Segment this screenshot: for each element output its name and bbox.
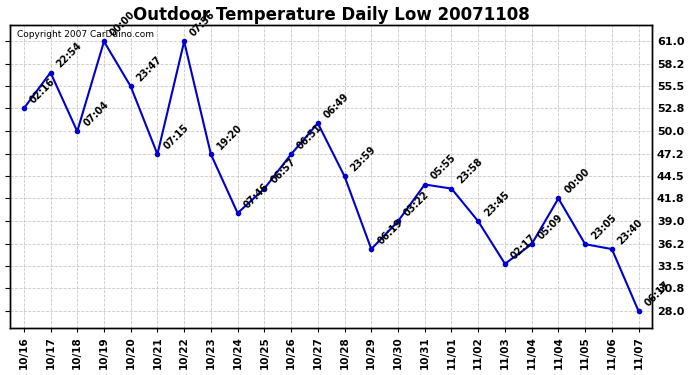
- Text: 07:46: 07:46: [241, 182, 270, 210]
- Text: 05:09: 05:09: [536, 212, 565, 242]
- Text: 06:17: 06:17: [643, 279, 672, 308]
- Text: 23:45: 23:45: [482, 189, 511, 219]
- Text: 22:54: 22:54: [55, 41, 83, 70]
- Text: 23:58: 23:58: [455, 157, 484, 186]
- Text: 23:47: 23:47: [135, 55, 164, 84]
- Text: 23:40: 23:40: [616, 217, 645, 246]
- Text: 07:56: 07:56: [188, 10, 217, 39]
- Text: Copyright 2007 CarDuino.com: Copyright 2007 CarDuino.com: [17, 30, 154, 39]
- Text: 19:20: 19:20: [215, 123, 244, 152]
- Text: 00:00: 00:00: [108, 10, 137, 39]
- Text: 06:49: 06:49: [322, 92, 351, 120]
- Text: 06:19: 06:19: [375, 217, 404, 246]
- Title: Outdoor Temperature Daily Low 20071108: Outdoor Temperature Daily Low 20071108: [132, 6, 529, 24]
- Text: 23:05: 23:05: [589, 212, 618, 242]
- Text: 03:22: 03:22: [402, 189, 431, 219]
- Text: 06:51: 06:51: [295, 123, 324, 152]
- Text: 23:59: 23:59: [348, 144, 377, 174]
- Text: 07:04: 07:04: [81, 100, 110, 129]
- Text: 00:00: 00:00: [562, 166, 591, 196]
- Text: 06:57: 06:57: [268, 157, 297, 186]
- Text: 02:16: 02:16: [28, 77, 57, 106]
- Text: 02:17: 02:17: [509, 232, 538, 261]
- Text: 05:55: 05:55: [429, 153, 458, 182]
- Text: 07:15: 07:15: [161, 123, 190, 152]
